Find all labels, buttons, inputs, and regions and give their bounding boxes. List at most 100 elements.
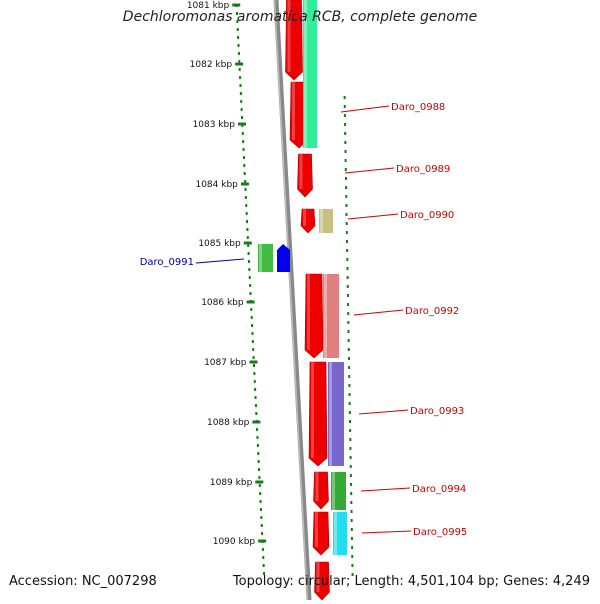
right-track-dot (347, 303, 350, 306)
scale-tick (232, 3, 241, 7)
gene-leader-line (353, 309, 404, 316)
tick-track-dot (248, 276, 251, 279)
cds-arrow[interactable] (308, 361, 328, 467)
right-track-dot (351, 555, 354, 558)
cds-arrow[interactable] (304, 273, 324, 359)
scale-tick-label: 1087 kbp (204, 358, 247, 368)
gene-label-daro-0992[interactable]: Daro_0992 (405, 306, 459, 317)
right-track-dot (347, 321, 350, 324)
right-track-dot (345, 195, 348, 198)
tick-track-dot (251, 324, 254, 327)
gene-label-daro-0994[interactable]: Daro_0994 (412, 484, 466, 495)
tick-track-dot (253, 380, 256, 383)
gene-block-daro-0990-shine (320, 209, 323, 233)
right-track-dot (349, 474, 352, 477)
tick-track-dot (246, 220, 249, 223)
gene-block-daro-0991[interactable] (258, 244, 273, 272)
tick-track-dot (242, 140, 245, 143)
tick-track-dot (251, 332, 254, 335)
gene-label-daro-0990[interactable]: Daro_0990 (400, 210, 454, 221)
tick-track-dot (256, 428, 259, 431)
gene-block-daro-0992-shine (324, 274, 327, 358)
gene-block-daro-0993[interactable] (328, 362, 344, 466)
right-track-dot (345, 213, 348, 216)
gene-label-daro-0988[interactable]: Daro_0988 (391, 102, 445, 113)
right-track-dot (346, 267, 349, 270)
tick-track-dot (254, 388, 257, 391)
cds-arrow-shine (287, 0, 291, 72)
tick-track-dot (239, 76, 242, 79)
cds-arrow-shine (307, 274, 310, 350)
gene-block-daro-0995[interactable] (333, 512, 347, 555)
gene-arrow-daro-0991[interactable] (277, 244, 290, 272)
cds-arrow-shine (315, 472, 319, 501)
tick-track-dot (243, 172, 246, 175)
gene-block-daro-0995-shine (334, 512, 337, 555)
tick-track-dot (244, 188, 247, 191)
cds-arrow[interactable] (300, 208, 316, 234)
tick-track-dot (256, 436, 259, 439)
cds-arrow-shine (315, 512, 318, 547)
cds-arrow[interactable] (312, 511, 330, 556)
gene-block-daro-0988[interactable] (303, 0, 317, 148)
tick-track-dot (254, 404, 257, 407)
gene-block-daro-0994-shine (332, 472, 335, 510)
tick-track-dot (242, 148, 245, 151)
tick-track-dot (259, 508, 262, 511)
gene-block-daro-0992[interactable] (323, 274, 339, 358)
cds-arrow[interactable] (313, 471, 329, 510)
tick-track-dot (239, 92, 242, 95)
scale-tick (249, 360, 258, 364)
right-track-dot (345, 186, 348, 189)
tick-track-dot (262, 564, 265, 567)
tick-track-dot (251, 340, 254, 343)
scale-tick-label: 1084 kbp (195, 180, 238, 190)
tick-track-dot (242, 156, 245, 159)
tick-track-dot (259, 492, 262, 495)
gene-leader-line (344, 167, 395, 174)
right-track-dot (346, 249, 349, 252)
tick-track-dot (236, 28, 239, 31)
right-track-dot (349, 429, 352, 432)
cds-arrow[interactable] (297, 153, 313, 198)
tick-track-dot (245, 204, 248, 207)
gene-block-daro-0990[interactable] (319, 209, 333, 233)
tick-track-dot (250, 316, 253, 319)
cds-arrow[interactable] (314, 561, 330, 601)
tick-track-dot (258, 484, 261, 487)
cds-arrow-shine (316, 562, 320, 592)
tick-track-dot (241, 116, 244, 119)
right-track-dot (345, 231, 348, 234)
right-track-dot (347, 312, 350, 315)
cds-arrow[interactable] (285, 0, 303, 81)
gene-leader-line (195, 258, 245, 264)
tick-track-dot (235, 12, 238, 15)
gene-block-daro-0994[interactable] (331, 472, 346, 510)
gene-label-daro-0989[interactable]: Daro_0989 (396, 164, 450, 175)
tick-track-dot (257, 460, 260, 463)
right-track-dot (347, 339, 350, 342)
tick-track-dot (258, 468, 261, 471)
gene-label-daro-0991[interactable]: Daro_0991 (140, 257, 194, 268)
tick-track-dot (247, 260, 250, 263)
tick-track-dot (263, 572, 266, 575)
scale-tick (240, 182, 249, 186)
genome-backbone (273, 0, 312, 601)
gene-label-daro-0995[interactable]: Daro_0995 (413, 527, 467, 538)
tick-track-dot (244, 196, 247, 199)
right-track-dot (343, 96, 346, 99)
tick-track-dot (254, 396, 257, 399)
tick-track-dot (252, 348, 255, 351)
right-track-dot (348, 375, 351, 378)
gene-block-daro-0993-shine (329, 362, 332, 466)
right-track-dot (348, 402, 351, 405)
scale-tick (243, 241, 252, 245)
gene-label-daro-0993[interactable]: Daro_0993 (410, 406, 464, 417)
tick-track-dot (257, 452, 260, 455)
right-track-dot (347, 357, 350, 360)
tick-track-dot (238, 60, 241, 63)
genome-backbone-highlight (273, 0, 309, 601)
right-track-dot (350, 510, 353, 513)
